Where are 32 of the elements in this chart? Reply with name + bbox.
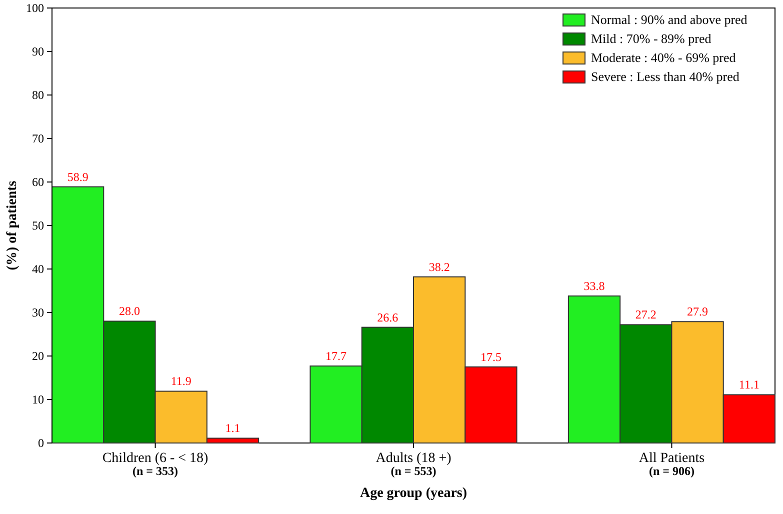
y-tick-label: 50 bbox=[32, 218, 44, 233]
legend-label: Severe : Less than 40% pred bbox=[591, 69, 740, 84]
y-tick-label: 80 bbox=[32, 88, 44, 102]
x-tick-label: All Patients (n = 906) bbox=[638, 451, 705, 478]
text: 28.0 bbox=[118, 304, 140, 318]
text: 58.9 bbox=[67, 170, 88, 184]
y-tick-label: 60 bbox=[32, 175, 44, 190]
y-tick-label: 70 bbox=[32, 132, 44, 146]
x-axis-title: Age group (years) bbox=[360, 486, 468, 501]
text: 26.6 bbox=[377, 310, 398, 324]
y-tick-label: 90 bbox=[32, 44, 44, 59]
y-tick-label: 0 bbox=[38, 436, 44, 450]
text: 1.1 bbox=[225, 421, 240, 436]
text: 17.7 bbox=[326, 349, 347, 364]
x-tick-label: Adults (18 +) (n = 553) bbox=[376, 451, 452, 478]
y-axis-title: (%) of patients bbox=[5, 180, 20, 270]
text: 27.2 bbox=[635, 308, 656, 322]
text: 38.2 bbox=[428, 260, 450, 274]
text: 11.9 bbox=[170, 374, 192, 388]
text: 11.1 bbox=[738, 378, 760, 392]
x-tick-label: Children (6 - < 18) (n = 353) bbox=[102, 451, 209, 478]
y-tick-label: 30 bbox=[32, 306, 44, 320]
text: 17.5 bbox=[480, 350, 502, 364]
y-tick-label: 10 bbox=[32, 392, 44, 407]
legend-label: Normal : 90% and above pred bbox=[591, 12, 748, 27]
y-tick-label: 100 bbox=[26, 1, 44, 16]
legend-label: Mild : 70% - 89% pred bbox=[591, 31, 712, 46]
y-tick-label: 20 bbox=[32, 349, 44, 364]
text: 33.8 bbox=[584, 278, 605, 293]
legend-label: Moderate : 40% - 69% pred bbox=[591, 50, 736, 65]
y-tick-label: 40 bbox=[32, 262, 44, 276]
text: 27.9 bbox=[687, 304, 708, 319]
